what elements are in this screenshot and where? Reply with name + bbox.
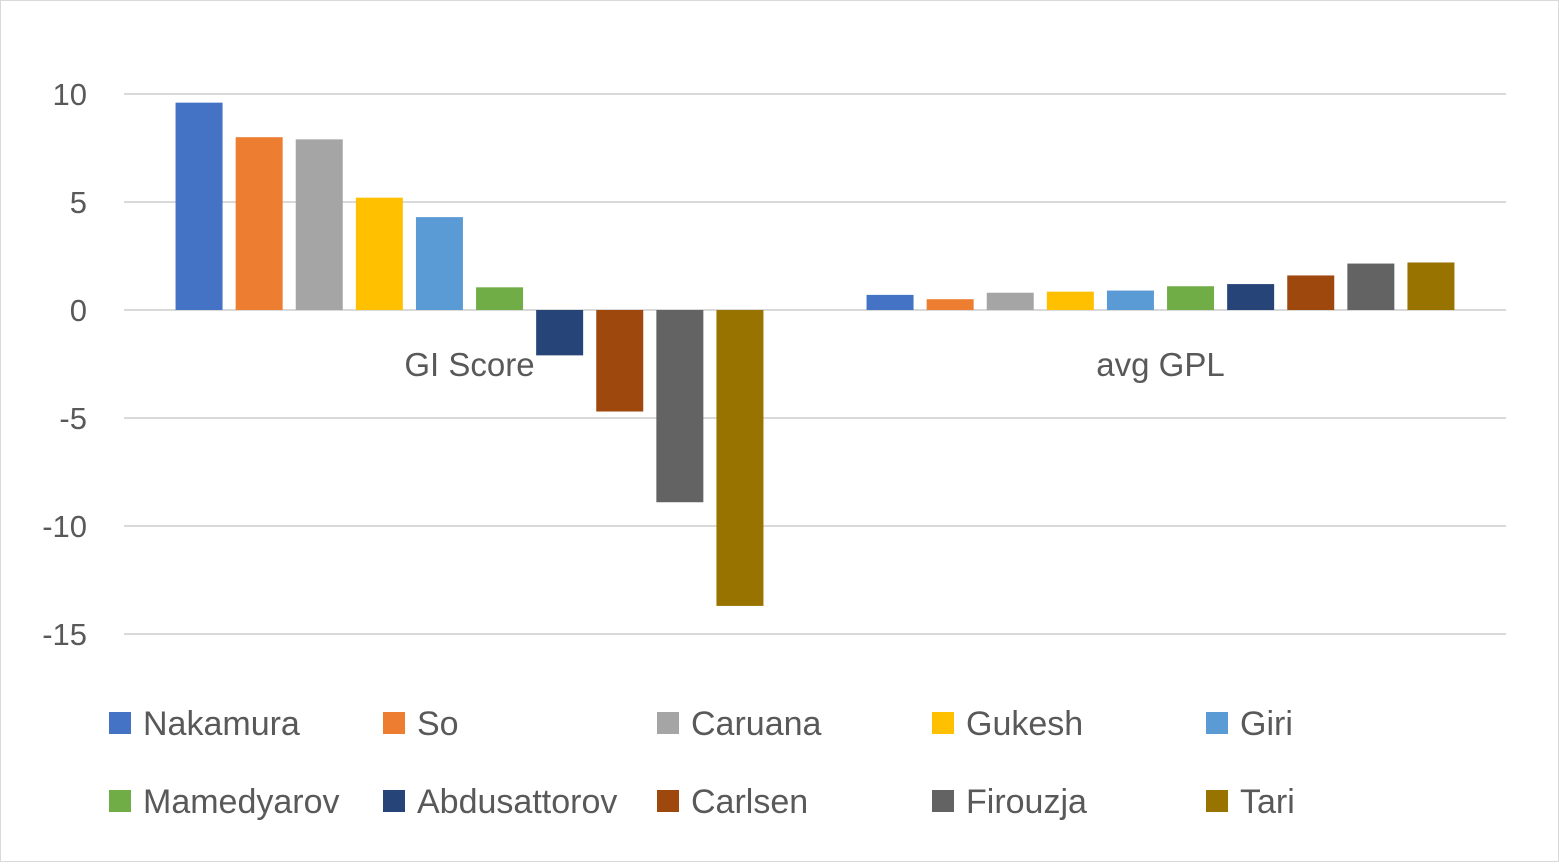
y-axis-ticks: 10 5 0 -5 -10 -15 [42,77,87,652]
bar-gukesh-avg-gpl [1046,291,1094,310]
bar-giri-gi-score [415,217,463,310]
bar-so-gi-score [235,137,283,310]
bar-nakamura-avg-gpl [866,294,914,310]
bar-abdusattorov-avg-gpl [1227,284,1275,310]
y-tick-label: 0 [70,293,87,328]
bar-gukesh-gi-score [355,197,403,310]
bar-so-avg-gpl [926,299,974,310]
legend-item-giri: Giri [1206,705,1293,743]
legend-item-so: So [383,705,459,743]
bar-firouzja-gi-score [656,310,704,503]
bar-firouzja-avg-gpl [1347,263,1395,310]
legend-item-firouzja: Firouzja [932,783,1087,821]
category-label-avg-gpl: avg GPL [1096,346,1224,383]
legend-label: Tari [1240,783,1295,821]
legend-swatch [109,712,131,734]
legend-label: Mamedyarov [143,783,340,821]
legend-item-abdusattorov: Abdusattorov [383,783,617,821]
legend-label: So [417,705,459,743]
legend-swatch [657,712,679,734]
legend-swatch [1206,712,1228,734]
legend: Nakamura So Caruana Gukesh Giri Mamedyarov Abd… [109,705,1295,821]
legend-swatch [657,790,679,812]
bar-caruana-gi-score [295,139,343,310]
y-tick-label: -5 [59,401,87,436]
legend-label: Gukesh [966,705,1083,743]
y-tick-label: -15 [42,617,87,652]
legend-label: Giri [1240,705,1293,743]
bar-caruana-avg-gpl [986,292,1034,310]
bar-nakamura-gi-score [175,102,223,310]
legend-swatch [109,790,131,812]
legend-item-tari: Tari [1206,783,1295,821]
legend-label: Carlsen [691,783,808,821]
category-labels: GI Score avg GPL [404,346,1224,383]
y-tick-label: 5 [70,185,87,220]
legend-item-carlsen: Carlsen [657,783,808,821]
bar-tari-avg-gpl [1407,262,1455,310]
bars [175,102,1455,606]
gridlines [124,93,1506,635]
legend-item-gukesh: Gukesh [932,705,1083,743]
bar-giri-avg-gpl [1106,290,1154,310]
legend-swatch [383,712,405,734]
legend-swatch [383,790,405,812]
category-label-gi-score: GI Score [404,346,534,383]
legend-swatch [1206,790,1228,812]
bar-mamedyarov-avg-gpl [1167,286,1215,310]
bar-tari-gi-score [716,310,764,606]
bar-carlsen-avg-gpl [1287,275,1335,310]
y-tick-label: 10 [53,77,87,112]
y-tick-label: -10 [42,509,87,544]
legend-label: Abdusattorov [417,783,617,821]
legend-item-mamedyarov: Mamedyarov [109,783,340,821]
bar-mamedyarov-gi-score [476,287,524,310]
legend-item-nakamura: Nakamura [109,705,300,743]
legend-label: Firouzja [966,783,1087,821]
bar-carlsen-gi-score [596,310,644,412]
legend-swatch [932,790,954,812]
legend-label: Caruana [691,705,822,743]
legend-swatch [932,712,954,734]
bar-abdusattorov-gi-score [536,310,584,356]
legend-item-caruana: Caruana [657,705,822,743]
legend-label: Nakamura [143,705,300,743]
